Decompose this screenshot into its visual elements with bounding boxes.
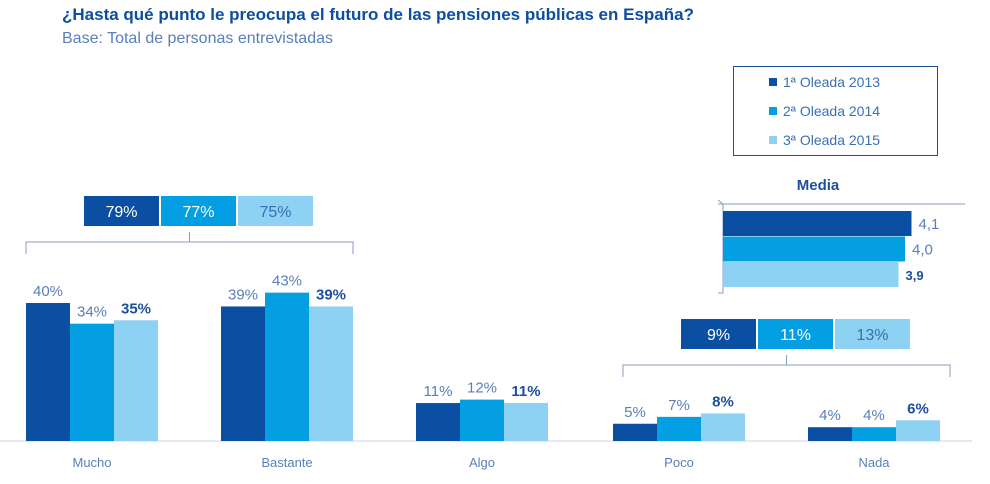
data-label: 12%: [467, 380, 497, 397]
data-label: 40%: [33, 283, 63, 300]
legend: 1ª Oleada 2013 2ª Oleada 2014 3ª Oleada …: [733, 66, 938, 156]
legend-label: 2ª Oleada 2014: [783, 102, 881, 119]
group-bracket: [25, 241, 354, 254]
bar: [504, 403, 548, 441]
data-label: 4%: [819, 407, 841, 424]
legend-label: 3ª Oleada 2015: [783, 131, 881, 148]
bar: [657, 416, 701, 441]
bar: [416, 403, 460, 441]
legend-item: 3ª Oleada 2015: [734, 125, 937, 154]
group-total-box: [758, 319, 833, 349]
data-label: 6%: [907, 400, 929, 417]
bar: [613, 423, 657, 441]
group-total-box: [161, 196, 236, 226]
chart-title: ¿Hasta qué punto le preocupa el futuro d…: [62, 5, 694, 24]
group-total-label: 9%: [707, 327, 730, 344]
group-total-box: [835, 319, 910, 349]
group-total-label: 77%: [182, 204, 214, 221]
category-label: Poco: [664, 455, 694, 470]
media-label: 3,9: [906, 268, 924, 283]
chart-subtitle: Base: Total de personas entrevistadas: [62, 30, 333, 47]
group-total-label: 13%: [856, 327, 888, 344]
data-label: 8%: [712, 393, 734, 410]
category-label: Algo: [469, 455, 495, 470]
bar: [70, 323, 114, 441]
legend-swatch: [769, 135, 777, 144]
legend-item: 1ª Oleada 2013: [734, 67, 937, 96]
legend-swatch: [769, 77, 777, 86]
data-label: 34%: [77, 304, 107, 321]
data-label: 43%: [272, 273, 302, 290]
media-label: 4,1: [919, 216, 940, 233]
group-bracket: [622, 364, 951, 377]
media-bar: [723, 262, 899, 287]
bar: [309, 306, 353, 441]
data-label: 11%: [424, 383, 453, 400]
group-total-box: [238, 196, 313, 226]
group-total-box: [84, 196, 159, 226]
category-label: Bastante: [261, 455, 312, 470]
bar: [460, 399, 504, 441]
data-label: 4%: [863, 407, 885, 424]
data-label: 39%: [316, 286, 346, 303]
bar: [852, 427, 896, 441]
media-bar: [723, 236, 905, 262]
data-label: 7%: [668, 397, 690, 414]
legend-swatch: [769, 106, 777, 115]
data-label: 11%: [511, 383, 540, 400]
bar: [265, 292, 309, 441]
group-total-label: 75%: [259, 204, 291, 221]
group-total-label: 11%: [780, 327, 811, 344]
media-title: Media: [797, 177, 840, 194]
media-axis: [717, 199, 724, 294]
data-label: 5%: [624, 404, 646, 421]
bar: [221, 306, 265, 441]
legend-label: 1ª Oleada 2013: [783, 73, 881, 90]
data-label: 35%: [121, 300, 151, 317]
bar: [808, 427, 852, 441]
bar: [114, 320, 158, 441]
media-label: 4,0: [912, 242, 933, 259]
group-total-box: [681, 319, 756, 349]
bar: [701, 413, 745, 441]
legend-item: 2ª Oleada 2014: [734, 96, 937, 125]
group-total-label: 79%: [105, 204, 137, 221]
bar: [896, 420, 940, 441]
media-bar: [723, 211, 912, 236]
category-label: Mucho: [72, 455, 111, 470]
category-label: Nada: [858, 455, 890, 470]
data-label: 39%: [228, 286, 258, 303]
bar: [26, 303, 70, 441]
